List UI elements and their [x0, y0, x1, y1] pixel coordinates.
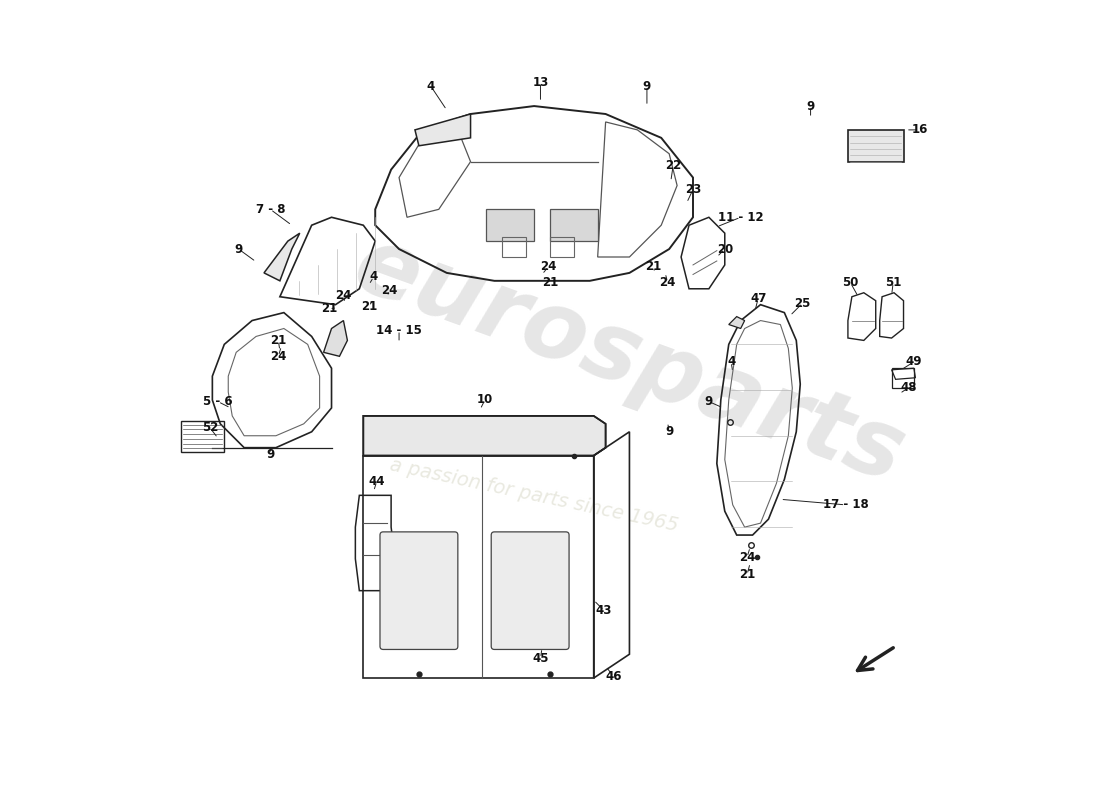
Text: 45: 45	[532, 652, 549, 665]
Bar	[503, 237, 526, 257]
Text: 47: 47	[750, 292, 767, 305]
Text: 21: 21	[739, 568, 755, 582]
Text: 24: 24	[739, 550, 756, 564]
Text: 14 - 15: 14 - 15	[376, 323, 422, 337]
Text: 44: 44	[368, 474, 385, 487]
Bar	[486, 210, 535, 241]
Text: 52: 52	[201, 422, 218, 434]
Text: 46: 46	[605, 670, 621, 683]
Text: 21: 21	[321, 302, 338, 315]
Text: 48: 48	[901, 381, 917, 394]
Text: 4: 4	[370, 270, 377, 283]
Bar	[180, 422, 224, 452]
Text: 7 - 8: 7 - 8	[255, 203, 285, 216]
Text: 21: 21	[361, 300, 377, 313]
Text: 49: 49	[905, 355, 922, 368]
Polygon shape	[728, 317, 745, 329]
Text: 51: 51	[886, 276, 901, 289]
Text: 9: 9	[234, 242, 243, 255]
Text: 21: 21	[542, 276, 558, 289]
Text: eurosparts: eurosparts	[342, 218, 917, 502]
Text: 25: 25	[794, 297, 811, 310]
Text: 21: 21	[646, 260, 661, 273]
Text: 24: 24	[271, 350, 286, 363]
Text: 10: 10	[476, 394, 493, 406]
Polygon shape	[363, 416, 606, 456]
Text: 20: 20	[717, 242, 733, 255]
Text: 9: 9	[266, 447, 275, 461]
Text: 17 - 18: 17 - 18	[823, 498, 868, 511]
Text: 50: 50	[843, 276, 858, 289]
Text: 24: 24	[382, 284, 398, 297]
Text: 9: 9	[705, 395, 713, 408]
Text: a passion for parts since 1965: a passion for parts since 1965	[388, 455, 680, 535]
Text: 16: 16	[911, 123, 927, 136]
Polygon shape	[415, 114, 471, 146]
Text: 9: 9	[806, 99, 815, 113]
Text: 9: 9	[642, 80, 651, 93]
Bar	[550, 237, 574, 257]
Text: 13: 13	[532, 76, 549, 89]
Text: 24: 24	[540, 260, 557, 273]
Polygon shape	[323, 321, 348, 356]
Bar	[550, 210, 597, 241]
Polygon shape	[264, 233, 300, 281]
Bar	[892, 368, 914, 388]
Text: 24: 24	[659, 276, 675, 289]
Text: 4: 4	[727, 355, 735, 368]
Text: 4: 4	[427, 80, 434, 93]
FancyBboxPatch shape	[492, 532, 569, 650]
Text: 43: 43	[596, 604, 613, 617]
Text: 23: 23	[685, 183, 701, 196]
Polygon shape	[848, 130, 903, 162]
Text: 22: 22	[666, 159, 681, 172]
Text: 21: 21	[271, 334, 286, 347]
Text: 11 - 12: 11 - 12	[718, 210, 763, 224]
Text: 9: 9	[666, 426, 673, 438]
Text: 24: 24	[336, 289, 352, 302]
FancyBboxPatch shape	[379, 532, 458, 650]
Text: 5 - 6: 5 - 6	[204, 395, 233, 408]
